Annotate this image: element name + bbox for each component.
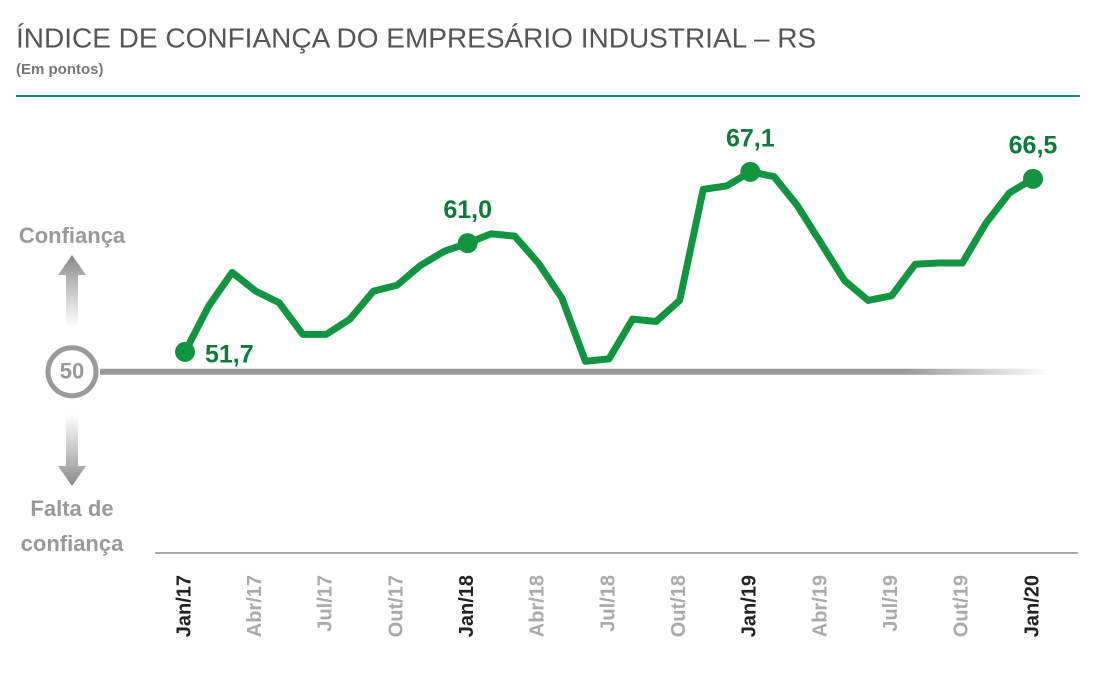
x-tick-label: Abr/19 [809, 575, 831, 637]
x-tick-label: Jan/17 [173, 575, 195, 637]
point [1023, 168, 1043, 189]
annotation-down: confiança [21, 531, 124, 556]
point [457, 233, 478, 254]
value-label: 66,5 [1009, 131, 1058, 159]
x-tick-label: Abr/17 [244, 575, 266, 637]
value-label: 61,0 [443, 196, 492, 224]
arrow-down [58, 414, 86, 486]
value-label: 67,1 [726, 124, 775, 152]
reference-line [100, 368, 1050, 375]
reference-label: 50 [60, 359, 84, 384]
x-tick-label: Jan/19 [739, 575, 761, 637]
annotation-down: Falta de [30, 496, 113, 521]
x-tick-label: Out/18 [668, 575, 690, 637]
point [740, 161, 761, 182]
chart-title: ÍNDICE DE CONFIANÇA DO EMPRESÁRIO INDUST… [16, 22, 816, 53]
reference-badge [45, 345, 99, 399]
chart-subtitle: (Em pontos) [16, 61, 104, 78]
x-tick-label: Abr/18 [527, 575, 549, 637]
x-tick-label: Jul/17 [315, 575, 337, 632]
x-tick-label: Out/17 [385, 575, 407, 637]
point [175, 341, 195, 362]
x-tick-label: Out/19 [951, 575, 973, 637]
x-tick-label: Jan/18 [456, 575, 478, 637]
line [181, 168, 1037, 365]
x-tick-label: Jul/19 [880, 575, 902, 632]
x-tick-label: Jan/20 [1021, 575, 1043, 637]
x-tick-label: Jul/18 [597, 575, 619, 632]
arrow-up [58, 255, 86, 328]
value-label: 51,7 [205, 341, 254, 369]
annotation-up: Confiança [19, 223, 126, 248]
